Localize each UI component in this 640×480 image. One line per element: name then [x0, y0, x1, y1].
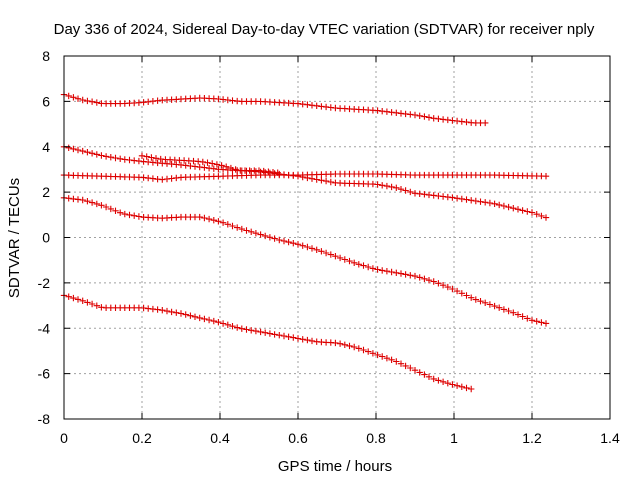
data-series — [60, 91, 550, 393]
grid-lines — [64, 56, 610, 419]
y-tick-label: 4 — [42, 139, 50, 155]
data-points-series-6 — [60, 292, 475, 393]
y-tick-label: -8 — [38, 411, 51, 427]
chart-title: Day 336 of 2024, Sidereal Day-to-day VTE… — [54, 21, 595, 38]
x-tick-label: 1.4 — [600, 430, 620, 446]
x-tick-label: 0.2 — [132, 430, 152, 446]
x-tick-label: 0.6 — [288, 430, 308, 446]
data-series-series-4 — [138, 152, 281, 176]
y-tick-label: 0 — [42, 230, 50, 246]
x-tick-label: 1.2 — [522, 430, 542, 446]
x-tick-label: 0.4 — [210, 430, 230, 446]
x-tick-label: 0.8 — [366, 430, 386, 446]
data-series-series-3 — [60, 143, 550, 221]
axis-ticks: 0 0.2 0.4 0.6 0.8 1 1.2 1.4 8 6 4 2 0 -2 -4 -6 -8 — [38, 48, 620, 446]
data-points-series-3 — [60, 143, 550, 221]
y-tick-label: 6 — [42, 93, 50, 109]
data-series-series-1 — [60, 91, 489, 127]
data-points-series-4 — [138, 152, 281, 176]
x-tick-label: 1 — [450, 430, 458, 446]
y-tick-label: 2 — [42, 184, 50, 200]
data-points-series-1 — [60, 91, 489, 127]
y-axis-label: SDTVAR / TECUs — [6, 178, 23, 298]
y-tick-label: 8 — [42, 48, 50, 64]
y-tick-label: -4 — [38, 320, 51, 336]
y-tick-label: -2 — [38, 275, 51, 291]
x-tick-label: 0 — [60, 430, 68, 446]
y-tick-label: -6 — [38, 366, 51, 382]
x-axis-label: GPS time / hours — [278, 458, 392, 475]
data-series-series-6 — [60, 292, 475, 393]
